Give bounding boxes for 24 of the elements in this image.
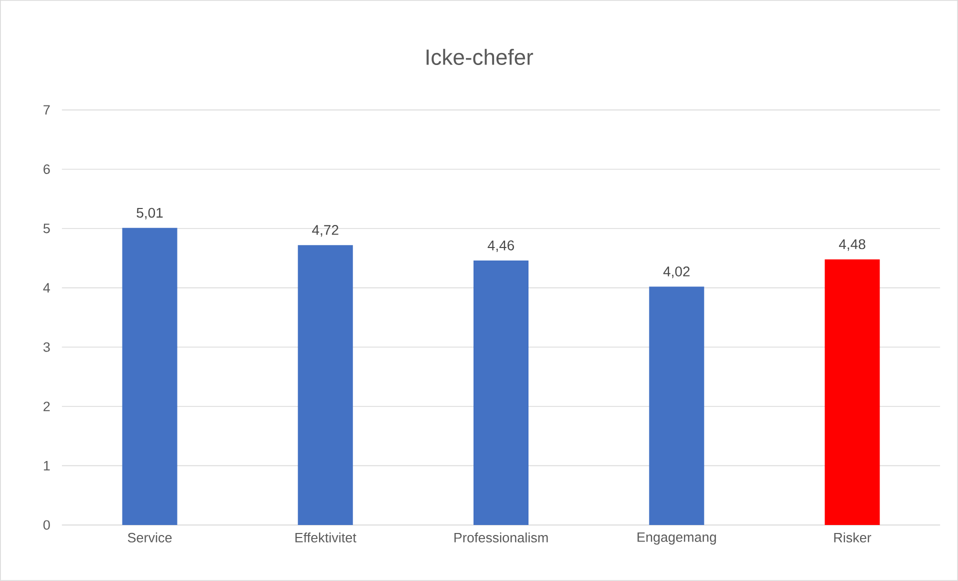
bar [474, 260, 529, 526]
x-tick-label: Effektivitet [295, 532, 356, 542]
y-tick-label: 2 [44, 402, 50, 412]
x-tick-label: Service [128, 532, 172, 542]
x-tick-label: Engagemang [638, 532, 716, 545]
y-tick-label: 7 [44, 105, 50, 115]
chart-title: Icke-chefer [426, 48, 534, 66]
x-tick-label: Risker [834, 532, 872, 542]
y-tick-label: 6 [44, 164, 50, 174]
y-tick-label: 0 [43, 520, 50, 530]
data-label: 5,01 [136, 208, 163, 220]
y-tick-label: 3 [43, 342, 50, 352]
bar [649, 286, 704, 526]
y-tick-label: 4 [43, 283, 50, 292]
data-label: 4,48 [838, 239, 866, 251]
x-tick-label: Professionalism [454, 532, 548, 542]
bar [122, 228, 178, 526]
data-label: 4,72 [312, 225, 338, 237]
data-label: 4,02 [663, 266, 690, 278]
y-tick-label: 5 [43, 224, 50, 234]
y-tick-label: 1 [44, 461, 50, 470]
bar [824, 259, 880, 526]
data-label: 4,46 [488, 240, 514, 252]
bar [298, 245, 353, 526]
